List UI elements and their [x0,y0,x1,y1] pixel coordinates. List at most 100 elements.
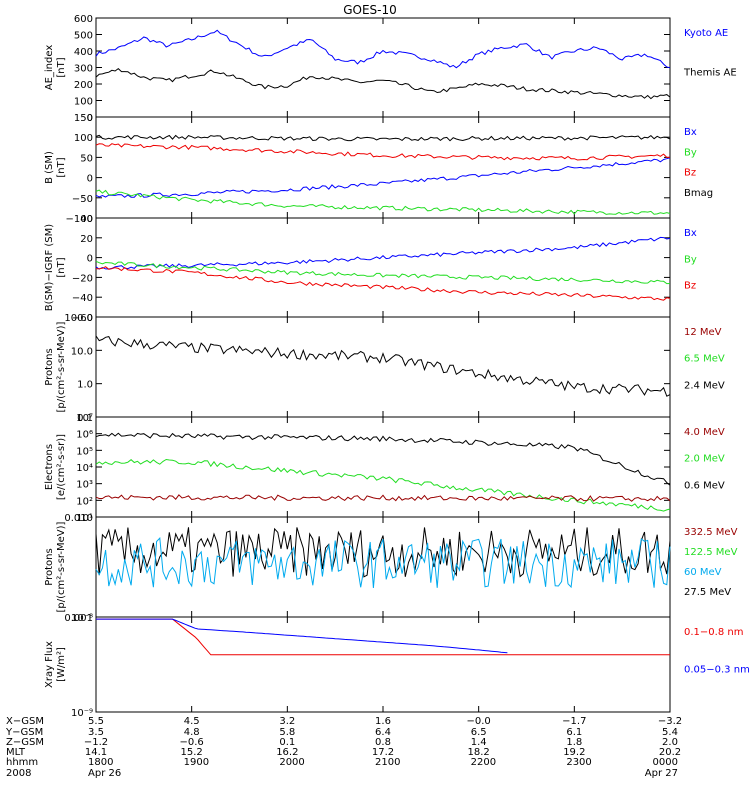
plot-title: GOES-10 [343,3,397,17]
y-axis-label: [p/(cm²-s-sr-MeV)] [56,521,67,612]
series-bz [95,143,671,161]
y-tick-label: 100.0 [64,313,93,324]
footer-value: 6.1 [566,727,582,738]
y-tick-label: −100 [66,214,93,225]
legend-entry: 0.05−0.3 nm [684,665,750,676]
footer-row-label: X−GSM [6,716,44,727]
footer-value: 14.1 [85,747,107,758]
y-axis-label: Electrons [44,444,55,490]
y-tick-label: 150 [74,113,93,124]
y-tick-label: 500 [74,31,93,42]
footer-value: −1.2 [84,737,108,748]
series-0-05-0-3-nm [96,618,508,654]
y-tick-label: 0.001 [64,613,93,624]
y-axis-label: B (SM) [44,151,55,184]
footer-value: 0.8 [375,737,391,748]
series-0-6-mev [95,432,671,486]
panel-frame [95,316,671,418]
y-tick-label: 20 [80,234,93,245]
legend-entry: 122.5 MeV [684,547,738,558]
y-axis-label: [W/m²] [56,647,67,682]
legend-entry: 0.6 MeV [684,480,725,491]
y-tick-label: 400 [74,47,93,58]
footer-row-label: Z−GSM [6,737,44,748]
footer-value: 16.2 [276,747,298,758]
legend-entry: Kyoto AE [684,28,728,39]
y-axis-label: Xray Flux [44,641,55,688]
y-tick-label: 10⁴ [76,463,93,474]
panel-frame [95,616,671,713]
series-0-1-0-8-nm [96,618,670,656]
footer-value: −0.6 [180,737,204,748]
series-2-0-mev [95,458,671,512]
footer-value: 15.2 [181,747,203,758]
y-tick-label: 50 [80,153,93,164]
footer-value: 2100 [375,757,400,768]
legend-entry: 12 MeV [684,327,722,338]
legend-entry: Bz [684,168,696,179]
legend-entry: 2.4 MeV [684,380,725,391]
legend-entry: Bx [684,127,697,138]
panel-6: 0.001 0.010 Protons [p/(cm²-s-sr-MeV)] 332.5… [44,513,738,624]
legend-entry: 0.1−0.8 nm [684,627,743,638]
y-tick-label: 0.010 [64,513,93,524]
y-tick-label: 10³ [76,480,93,491]
footer-value: 2000 [279,757,304,768]
panel-frame [95,416,671,518]
legend-entry: Bx [684,228,697,239]
y-axis-label: [nT] [56,257,67,277]
footer-value: 6.4 [375,727,391,738]
panel-2: −100 −50 0 50 100 150 B (SM) [nT] Bx By Bz Bmag [44,113,713,225]
series-by [95,260,671,285]
footer-value: 1.8 [566,737,582,748]
footer-value: 19.2 [563,747,585,758]
y-tick-label: 40 [80,214,93,225]
y-tick-label: 0.1 [77,413,93,424]
footer-value: −0.0 [467,716,491,727]
footer-value: 0.1 [279,737,295,748]
footer-value: 2200 [471,757,496,768]
footer-value: 1900 [184,757,209,768]
y-axis-label: [nT] [56,57,67,77]
footer-row-label: 2008 [6,768,31,779]
series-kyoto-ae [95,29,671,69]
footer-value: 6.5 [471,727,487,738]
footer-value: 2.0 [662,737,678,748]
series-themis-ae [95,67,671,100]
footer-value: 4.8 [184,727,200,738]
y-tick-label: 10² [76,496,93,507]
y-tick-label: 100 [74,97,93,108]
footer-row-label: hhmm [6,757,38,768]
footer-value: 17.2 [372,747,394,758]
y-tick-label: 10⁻⁹ [71,708,93,719]
legend-entry: By [684,254,697,265]
y-tick-label: −60 [72,313,93,324]
panel-frame [95,17,671,118]
y-axis-label: AE_index [44,45,55,91]
y-axis-label: B(SM)−IGRF (SM) [44,224,55,311]
footer-value: 1.4 [471,737,487,748]
footer-value: −3.2 [658,716,682,727]
legend-entry: 27.5 MeV [684,587,731,598]
y-tick-label: 10⁷ [76,413,93,424]
y-tick-label: 300 [74,64,93,75]
legend-entry: 60 MeV [684,567,722,578]
footer-value: 20.2 [659,747,681,758]
y-tick-label: −50 [72,194,93,205]
y-axis-label: [e/(cm²-s-sr)] [56,434,67,500]
footer-value: −1.7 [562,716,586,727]
footer-value: 4.5 [184,716,200,727]
y-tick-label: 200 [74,80,93,91]
y-tick-label: 10⁵ [76,446,93,457]
panel-7: 10⁻⁹ 10⁻⁸ Xray Flux [W/m²] 0.1−0.8 nm 0.05−0.… [44,613,750,719]
legend-entry: Bmag [684,188,713,199]
footer-value: 2300 [566,757,591,768]
legend-entry: 332.5 MeV [684,527,738,538]
y-tick-label: 0 [87,254,93,265]
legend-entry: 4.0 MeV [684,427,725,438]
panel-4: 0.1 1.0 10.0 100.0 Protons [p/(cm²-s-sr-MeV)]… [44,313,725,424]
y-tick-label: 0 [87,174,93,185]
